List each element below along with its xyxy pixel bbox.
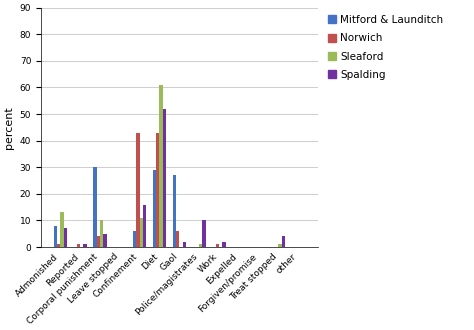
Bar — [77, 245, 80, 247]
Bar — [278, 245, 282, 247]
Bar — [64, 228, 67, 247]
Bar — [156, 133, 159, 247]
Bar — [103, 234, 107, 247]
Bar — [182, 242, 186, 247]
Bar — [159, 85, 163, 247]
Bar — [282, 236, 285, 247]
Bar — [153, 170, 156, 247]
Bar — [173, 175, 176, 247]
Bar — [163, 109, 166, 247]
Bar — [143, 205, 146, 247]
Bar — [93, 167, 97, 247]
Bar — [83, 245, 87, 247]
Bar — [140, 218, 143, 247]
Bar — [216, 245, 219, 247]
Bar — [60, 213, 64, 247]
Bar — [176, 231, 179, 247]
Bar — [222, 242, 226, 247]
Bar — [202, 220, 206, 247]
Bar — [100, 220, 103, 247]
Bar — [133, 231, 136, 247]
Legend: Mitford & Launditch, Norwich, Sleaford, Spalding: Mitford & Launditch, Norwich, Sleaford, … — [326, 13, 446, 82]
Bar — [54, 226, 57, 247]
Bar — [57, 245, 60, 247]
Bar — [97, 236, 100, 247]
Y-axis label: percent: percent — [4, 106, 14, 149]
Bar — [199, 245, 202, 247]
Bar — [136, 133, 140, 247]
